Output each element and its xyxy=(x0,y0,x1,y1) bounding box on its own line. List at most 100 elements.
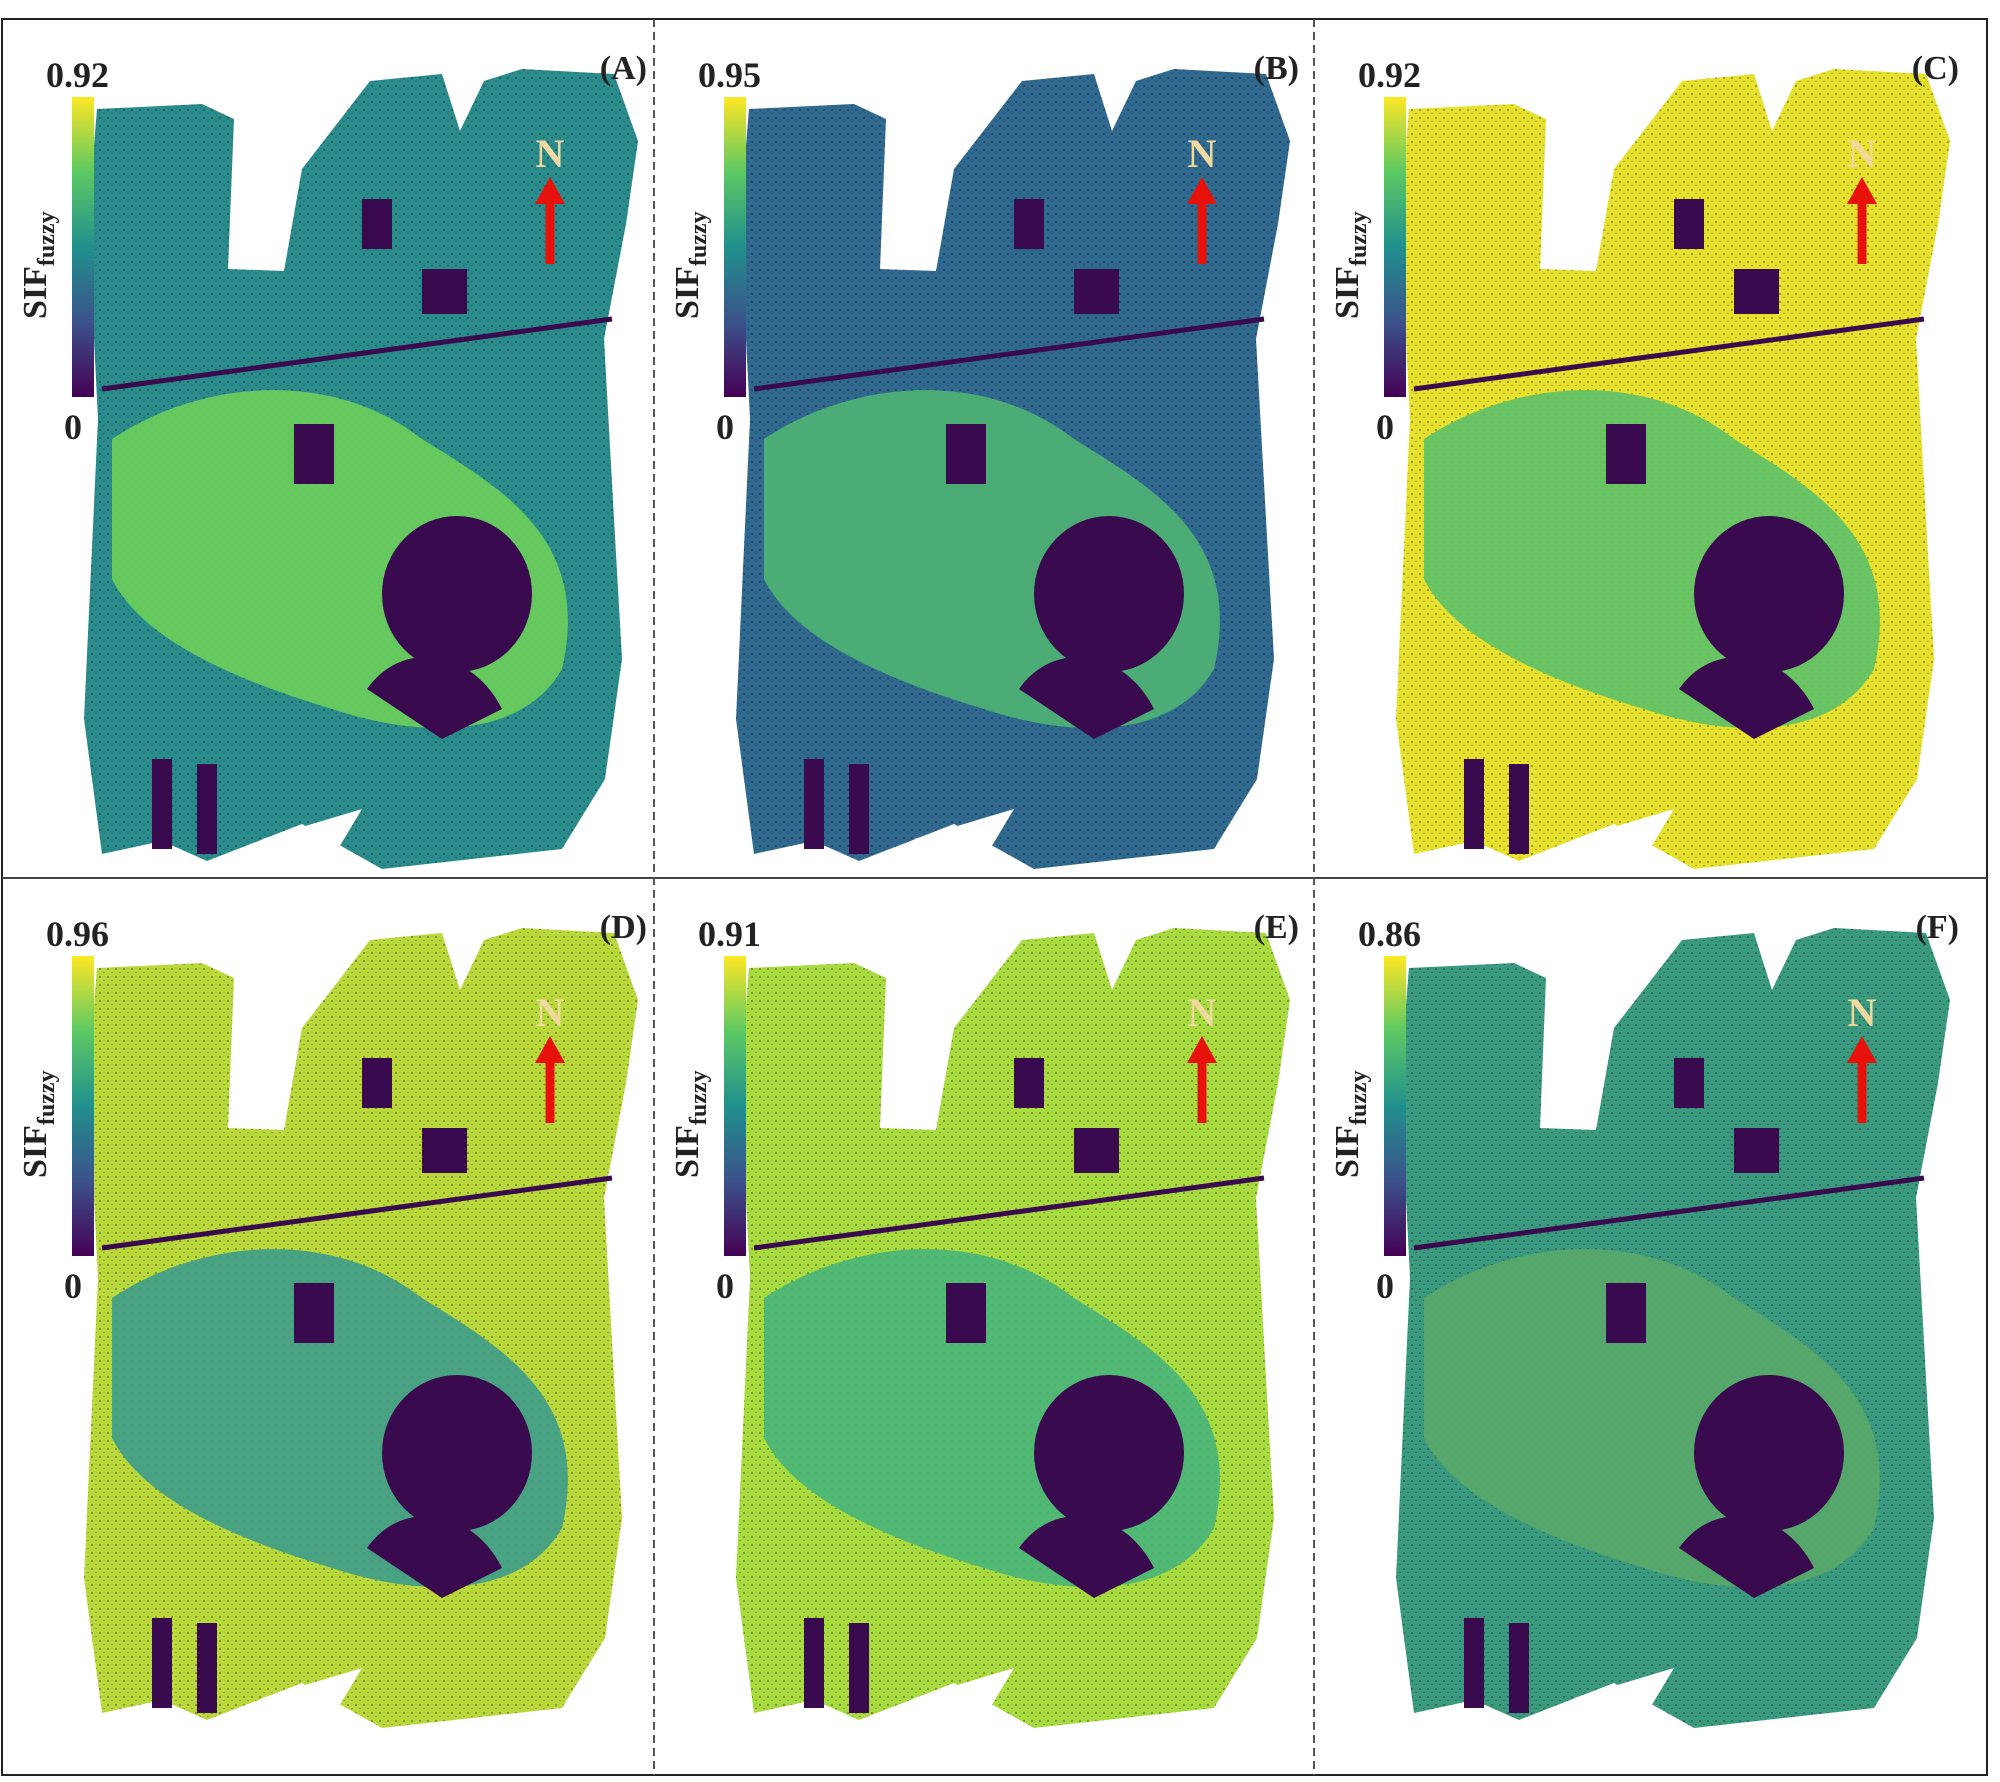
dark-patch xyxy=(422,269,467,314)
dark-patch xyxy=(197,1623,217,1713)
dark-patch xyxy=(382,516,532,672)
colorbar-max-label: 0.91 xyxy=(698,914,761,954)
panel-label: (A) xyxy=(600,50,647,87)
colorbar-title-text: SIF xyxy=(669,266,706,319)
colorbar-min-label: 0 xyxy=(1376,1266,1394,1306)
colorbar xyxy=(72,97,94,397)
dark-patch xyxy=(946,424,986,484)
north-label: N xyxy=(1848,990,1877,1035)
colorbar-title-subscript: fuzzy xyxy=(34,211,60,266)
dark-patch xyxy=(1606,1283,1646,1343)
dark-patch xyxy=(197,764,217,854)
north-arrow-head xyxy=(1187,1036,1217,1063)
dark-patch xyxy=(1509,1623,1529,1713)
dark-patch xyxy=(946,1283,986,1343)
colorbar-title-subscript: fuzzy xyxy=(34,1070,60,1125)
dark-patch xyxy=(1014,1058,1044,1108)
dark-patch xyxy=(1734,1128,1779,1173)
dark-patch xyxy=(1694,516,1844,672)
north-label: N xyxy=(536,990,565,1035)
dark-patch xyxy=(362,199,392,249)
dark-patch xyxy=(849,764,869,854)
dark-patch xyxy=(1694,1375,1844,1531)
map-area-mask xyxy=(262,809,362,859)
dark-patch xyxy=(294,424,334,484)
north-arrow-head xyxy=(1187,177,1217,204)
colorbar-title-subscript: fuzzy xyxy=(1346,1070,1372,1125)
dark-patch xyxy=(1074,1128,1119,1173)
map-area-mask xyxy=(262,1668,362,1718)
north-label: N xyxy=(1848,131,1877,176)
colorbar-max-label: 0.92 xyxy=(1358,55,1421,95)
dark-patch xyxy=(1734,269,1779,314)
colorbar-min-label: 0 xyxy=(1376,407,1394,447)
figure-border xyxy=(1,18,1988,1776)
colorbar-min-label: 0 xyxy=(716,1266,734,1306)
dark-patch xyxy=(362,1058,392,1108)
north-arrow-head xyxy=(535,1036,565,1063)
colorbar-title-text: SIF xyxy=(669,1125,706,1178)
north-label: N xyxy=(1188,990,1217,1035)
map-panel: 0.95 0 SIFfuzzy (B) N xyxy=(669,50,1299,869)
road xyxy=(753,1175,1265,1251)
dark-patch xyxy=(1034,516,1184,672)
north-label: N xyxy=(1188,131,1217,176)
dark-patch xyxy=(1606,424,1646,484)
colorbar-title-subscript: fuzzy xyxy=(686,1070,712,1125)
dark-patch xyxy=(804,759,824,849)
dark-patch xyxy=(367,656,502,739)
colorbar xyxy=(724,97,746,397)
colorbar-title: SIFfuzzy xyxy=(669,1070,712,1178)
map-panel: 0.96 0 SIFfuzzy (D) N xyxy=(17,909,647,1728)
colorbar-title: SIFfuzzy xyxy=(17,1070,60,1178)
road xyxy=(753,316,1265,392)
map-area-mask xyxy=(1574,1668,1674,1718)
dark-patch xyxy=(1674,1058,1704,1108)
colorbar-max-label: 0.95 xyxy=(698,55,761,95)
colorbar-title-subscript: fuzzy xyxy=(686,211,712,266)
map-area-mask xyxy=(914,809,1014,859)
dark-patch xyxy=(1019,1515,1154,1598)
colorbar xyxy=(72,956,94,1256)
colorbar-max-label: 0.96 xyxy=(46,914,109,954)
colorbar-min-label: 0 xyxy=(64,1266,82,1306)
colorbar-min-label: 0 xyxy=(716,407,734,447)
map-area-mask xyxy=(1574,809,1674,859)
road xyxy=(1413,316,1925,392)
road xyxy=(101,1175,613,1251)
colorbar-title: SIFfuzzy xyxy=(1329,211,1372,319)
dark-patch xyxy=(849,1623,869,1713)
dark-patch xyxy=(152,759,172,849)
dark-patch xyxy=(1034,1375,1184,1531)
colorbar-title-text: SIF xyxy=(1329,266,1366,319)
map-panel: 0.92 0 SIFfuzzy (A) N xyxy=(17,50,647,869)
dark-patch xyxy=(1464,1618,1484,1708)
dark-patch xyxy=(294,1283,334,1343)
dark-patch xyxy=(1019,656,1154,739)
north-arrow-head xyxy=(1847,177,1877,204)
map-panel: 0.92 0 SIFfuzzy (C) N xyxy=(1329,50,1959,869)
dark-patch xyxy=(1464,759,1484,849)
road xyxy=(101,316,613,392)
panel-label: (C) xyxy=(1912,50,1959,87)
colorbar-title: SIFfuzzy xyxy=(1329,1070,1372,1178)
dark-patch xyxy=(367,1515,502,1598)
dark-patch xyxy=(1074,269,1119,314)
colorbar-title-subscript: fuzzy xyxy=(1346,211,1372,266)
colorbar xyxy=(1384,956,1406,1256)
dark-patch xyxy=(152,1618,172,1708)
colorbar-title: SIFfuzzy xyxy=(17,211,60,319)
colorbar-min-label: 0 xyxy=(64,407,82,447)
dark-patch xyxy=(422,1128,467,1173)
map-panel: 0.86 0 SIFfuzzy (F) N xyxy=(1329,909,1959,1728)
dark-patch xyxy=(382,1375,532,1531)
colorbar-max-label: 0.86 xyxy=(1358,914,1421,954)
map-area-mask xyxy=(914,1668,1014,1718)
map-panel: 0.91 0 SIFfuzzy (E) N xyxy=(669,909,1299,1728)
panel-label: (F) xyxy=(1916,909,1959,946)
north-label: N xyxy=(536,131,565,176)
dark-patch xyxy=(1014,199,1044,249)
dark-patch xyxy=(804,1618,824,1708)
dark-patch xyxy=(1674,199,1704,249)
colorbar xyxy=(1384,97,1406,397)
